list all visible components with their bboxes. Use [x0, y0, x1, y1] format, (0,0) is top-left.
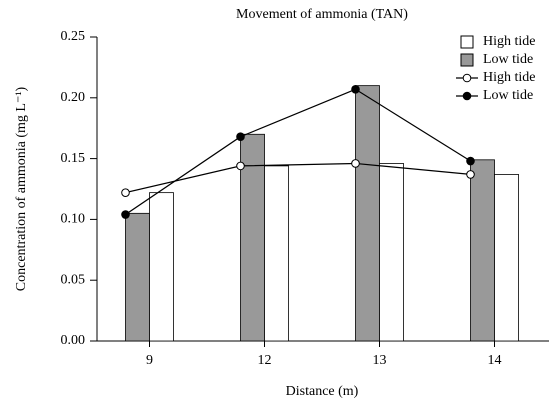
legend-label: High tide	[483, 70, 536, 85]
y-tick-label: 0.20	[61, 90, 86, 105]
chart-title: Movement of ammonia (TAN)	[236, 7, 408, 22]
y-tick-label: 0.00	[61, 333, 86, 348]
legend-marker	[462, 91, 472, 101]
x-axis-label: Distance (m)	[286, 384, 359, 399]
legend-swatch	[460, 53, 474, 67]
marker	[121, 188, 130, 197]
legend-marker	[462, 73, 472, 83]
marker	[121, 210, 130, 219]
x-tick-label: 9	[146, 353, 153, 368]
marker	[466, 156, 475, 166]
line	[125, 162, 471, 194]
marker	[236, 161, 245, 171]
y-axis-label: Concentration of ammonia (mg L⁻¹)	[14, 86, 29, 291]
y-tick-label: 0.15	[61, 151, 86, 166]
marker	[466, 170, 475, 179]
legend-label: Low tide	[483, 88, 533, 103]
legend-swatch	[460, 35, 474, 49]
x-tick-label: 12	[258, 353, 272, 368]
y-tick-label: 0.10	[61, 212, 86, 227]
bar	[470, 159, 495, 342]
x-tick-label: 14	[488, 353, 502, 368]
bar	[355, 85, 380, 342]
marker	[351, 159, 360, 168]
bar	[379, 163, 404, 342]
y-tick-label: 0.25	[61, 29, 86, 44]
legend-label: Low tide	[483, 52, 533, 67]
marker	[351, 84, 360, 94]
legend-label: High tide	[483, 34, 536, 49]
bar	[494, 174, 519, 342]
marker	[236, 132, 245, 142]
y-tick-label: 0.05	[61, 272, 86, 287]
bar	[264, 165, 289, 342]
bar	[125, 212, 150, 342]
bar	[240, 133, 265, 342]
line	[125, 88, 471, 216]
bar	[149, 192, 174, 342]
x-tick-label: 13	[373, 353, 387, 368]
